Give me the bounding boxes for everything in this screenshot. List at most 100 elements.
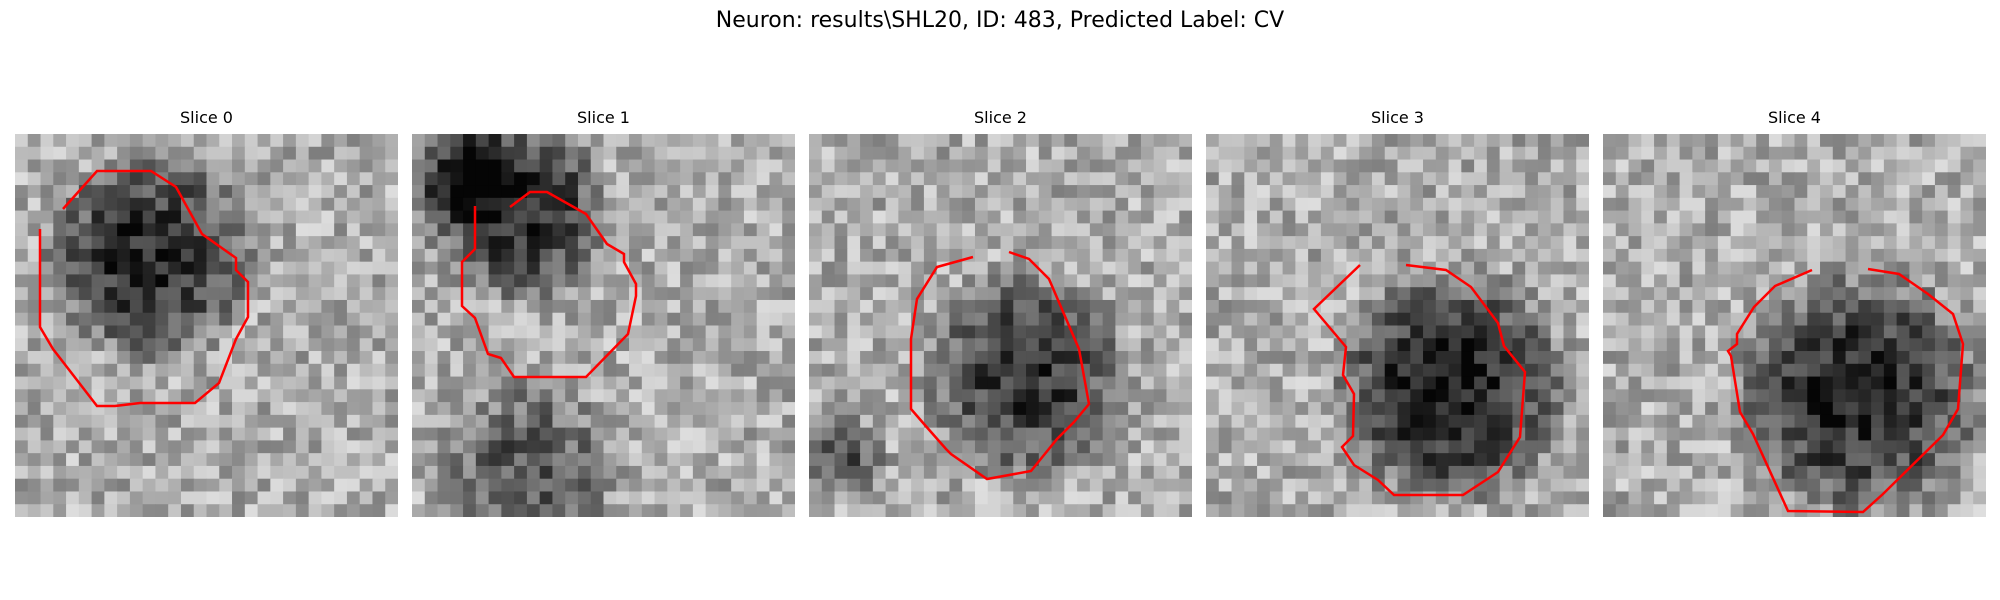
image-pixel — [1102, 172, 1116, 186]
image-pixel — [117, 299, 131, 314]
image-pixel — [1615, 402, 1630, 416]
image-pixel — [1871, 504, 1885, 517]
image-pixel — [949, 274, 963, 288]
image-pixel — [1089, 185, 1104, 199]
image-pixel — [1666, 402, 1681, 416]
image-pixel — [1244, 261, 1258, 276]
image-pixel — [283, 402, 297, 416]
image-pixel — [1038, 338, 1053, 352]
image-pixel — [1666, 376, 1681, 390]
image-pixel — [1474, 504, 1488, 517]
image-pixel — [359, 172, 374, 186]
image-pixel — [1000, 185, 1014, 199]
image-pixel — [283, 351, 297, 365]
image-pixel — [1486, 440, 1501, 454]
image-pixel — [142, 299, 157, 314]
image-pixel — [1743, 261, 1757, 276]
image-pixel — [847, 351, 861, 365]
image-pixel — [15, 414, 29, 429]
image-pixel — [1781, 351, 1796, 365]
image-pixel — [180, 478, 195, 493]
image-pixel — [168, 274, 182, 288]
image-pixel — [756, 325, 771, 339]
image-pixel — [1153, 440, 1168, 454]
image-pixel — [206, 491, 220, 505]
image-pixel — [641, 389, 656, 403]
image-pixel — [743, 146, 758, 161]
image-pixel — [1308, 427, 1322, 441]
image-pixel — [590, 210, 605, 224]
image-pixel — [1909, 312, 1923, 327]
image-pixel — [1320, 465, 1335, 480]
image-pixel — [142, 159, 157, 173]
image-pixel — [987, 185, 1002, 199]
image-pixel — [526, 453, 541, 467]
image-pixel — [1218, 299, 1233, 314]
image-pixel — [232, 223, 246, 237]
image-pixel — [539, 248, 554, 263]
image-pixel — [1973, 312, 1986, 327]
image-pixel — [1525, 248, 1539, 263]
image-pixel — [1858, 274, 1872, 288]
image-pixel — [1346, 223, 1360, 237]
image-pixel — [15, 146, 29, 161]
image-pixel — [514, 172, 528, 186]
image-pixel — [1295, 159, 1309, 173]
image-pixel — [1947, 491, 1962, 505]
image-pixel — [987, 172, 1002, 186]
image-pixel — [1423, 478, 1437, 493]
image-pixel — [66, 299, 80, 314]
image-pixel — [834, 274, 848, 288]
image-pixel — [769, 440, 783, 454]
image-pixel — [1794, 197, 1808, 212]
image-pixel — [987, 325, 1002, 339]
image-pixel — [847, 478, 861, 493]
image-pixel — [1641, 134, 1655, 148]
image-pixel — [1474, 376, 1488, 390]
image-pixel — [1730, 274, 1745, 288]
image-pixel — [1179, 478, 1192, 493]
image-pixel — [692, 478, 707, 493]
image-pixel — [1512, 274, 1526, 288]
image-pixel — [1153, 312, 1168, 327]
image-pixel — [847, 363, 861, 378]
image-pixel — [308, 197, 322, 212]
image-pixel — [1064, 274, 1078, 288]
image-pixel — [1179, 210, 1192, 224]
image-pixel — [1435, 363, 1450, 378]
image-pixel — [1269, 504, 1284, 517]
image-pixel — [1013, 351, 1027, 365]
image-pixel — [1448, 376, 1462, 390]
image-pixel — [1973, 134, 1986, 148]
image-pixel — [1257, 261, 1271, 276]
image-pixel — [53, 440, 67, 454]
image-pixel — [1410, 248, 1424, 263]
image-pixel — [1333, 210, 1348, 224]
image-pixel — [372, 223, 386, 237]
image-pixel — [1231, 440, 1245, 454]
image-pixel — [834, 465, 848, 480]
image-pixel — [1871, 197, 1885, 212]
image-pixel — [463, 197, 477, 212]
image-pixel — [898, 402, 912, 416]
image-pixel — [949, 389, 963, 403]
image-pixel — [731, 274, 745, 288]
image-pixel — [1448, 312, 1462, 327]
image-pixel — [142, 440, 157, 454]
image-pixel — [155, 197, 169, 212]
image-pixel — [193, 248, 208, 263]
image-pixel — [168, 491, 182, 505]
image-pixel — [1026, 223, 1040, 237]
image-pixel — [1576, 146, 1589, 161]
image-pixel — [168, 402, 182, 416]
image-pixel — [334, 453, 348, 467]
image-pixel — [1026, 146, 1040, 161]
image-pixel — [1359, 325, 1373, 339]
image-pixel — [78, 453, 93, 467]
image-pixel — [1499, 146, 1513, 161]
image-pixel — [654, 197, 668, 212]
image-pixel — [1320, 478, 1335, 493]
image-pixel — [1768, 248, 1783, 263]
image-pixel — [1423, 363, 1437, 378]
image-pixel — [629, 427, 643, 441]
